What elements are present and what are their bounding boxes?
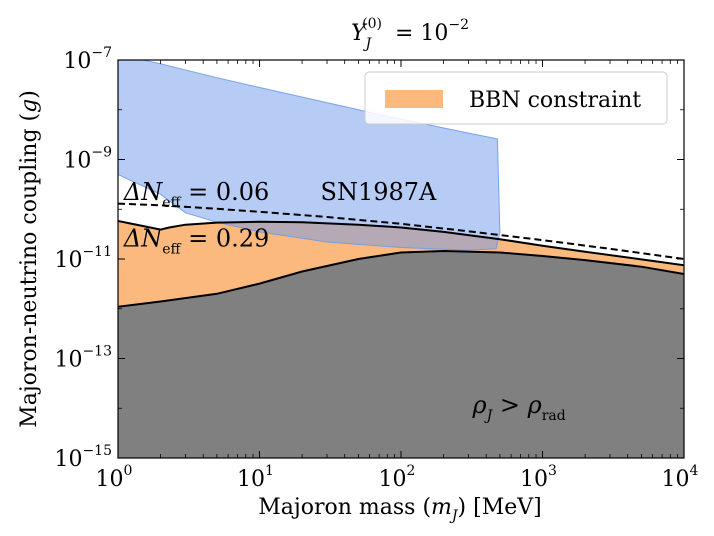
dneff-006-line (118, 202, 684, 260)
axis-ticks: 100 101 102 103 104 10−7 10−9 10−11 10−13 10−15 (54, 45, 698, 492)
x-tick-label: 103 (520, 463, 557, 492)
x-tick-label: 102 (379, 463, 416, 492)
legend-label-bbn: BBN constraint (469, 88, 641, 113)
y-tick-label: 10−11 (54, 244, 112, 273)
rho-boundary-line (118, 249, 684, 308)
legend-box (364, 71, 668, 125)
rho-region-area (118, 251, 684, 458)
y-tick-label: 10−9 (63, 145, 112, 174)
y-tick-label: 10−13 (54, 344, 112, 373)
sn1987a-label: SN1987A (321, 178, 438, 206)
legend-swatch-bbn (385, 90, 443, 108)
y-axis-title: Majoron-neutrino coupling (g) (17, 90, 42, 428)
dneff-029-line (118, 220, 684, 267)
y-tick-label: 10−7 (63, 45, 112, 74)
x-tick-label: 101 (237, 463, 274, 492)
x-tick-label: 104 (662, 463, 699, 492)
dneff-029-label: ΔNeff = 0.29 (123, 224, 269, 257)
dneff-006-label: ΔNeff = 0.06 (123, 178, 269, 211)
legend: BBN constraint (364, 71, 668, 125)
chart-title: YJ(0) = 10−2 (351, 16, 469, 52)
x-tick-label: 100 (96, 463, 133, 492)
rho-label: ρJ > ρrad (472, 391, 566, 424)
x-axis-title: Majoron mass (mJ) [MeV] (258, 495, 541, 524)
y-tick-label: 10−15 (54, 443, 112, 472)
sn1987a-area (118, 60, 501, 251)
plot-area (118, 60, 684, 458)
